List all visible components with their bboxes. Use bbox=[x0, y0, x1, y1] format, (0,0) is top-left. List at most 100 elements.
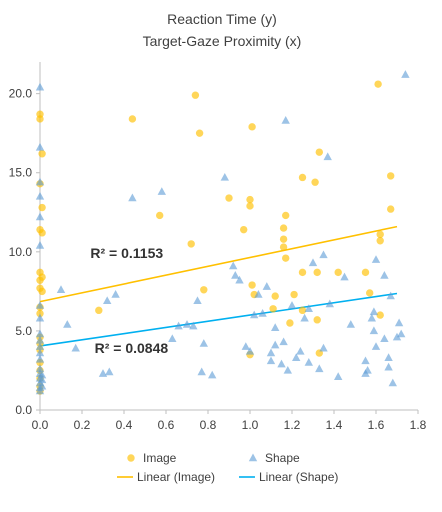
shape-point bbox=[287, 301, 297, 309]
shape-point bbox=[271, 340, 280, 349]
series-shape bbox=[35, 70, 410, 395]
image-point bbox=[271, 292, 279, 300]
r2-labels: R² = 0.1153 R² = 0.0848 bbox=[90, 245, 168, 356]
image-point bbox=[298, 306, 307, 315]
shape-point bbox=[319, 343, 328, 352]
shape-point bbox=[262, 282, 271, 290]
shape-point bbox=[105, 367, 114, 376]
x-tick-label: 1.0 bbox=[242, 418, 259, 432]
shape-point bbox=[208, 370, 217, 379]
image-point bbox=[290, 290, 298, 299]
shape-point bbox=[258, 309, 267, 317]
shape-point bbox=[283, 365, 292, 374]
shape-point bbox=[35, 142, 45, 151]
shape-point bbox=[35, 301, 45, 309]
image-point bbox=[311, 178, 319, 186]
shape-point bbox=[271, 323, 280, 331]
image-point bbox=[38, 287, 46, 296]
image-point bbox=[38, 229, 46, 237]
shape-point bbox=[103, 296, 112, 305]
x-tick-label: 1.4 bbox=[326, 418, 343, 432]
image-point bbox=[248, 123, 256, 131]
legend-label: Image bbox=[143, 451, 177, 465]
image-point bbox=[334, 268, 342, 277]
series-image bbox=[36, 80, 395, 395]
image-point bbox=[313, 316, 321, 324]
shape-point bbox=[199, 339, 208, 347]
shape-point bbox=[250, 310, 259, 319]
image-point bbox=[246, 202, 254, 210]
shape-point bbox=[193, 296, 202, 305]
image-point bbox=[376, 311, 384, 319]
shape-point bbox=[367, 313, 376, 322]
y-tick-label: 5.0 bbox=[15, 324, 32, 338]
shape-point bbox=[315, 364, 324, 373]
shape-point bbox=[111, 290, 120, 298]
x-tick-label: 1.6 bbox=[368, 418, 385, 432]
shape-point bbox=[296, 346, 305, 355]
legend-label: Shape bbox=[265, 451, 300, 465]
shape-point bbox=[37, 370, 47, 379]
shape-point bbox=[254, 290, 263, 298]
image-point bbox=[195, 129, 204, 137]
shape-point bbox=[182, 320, 192, 328]
shape-point bbox=[71, 343, 80, 352]
shape-point bbox=[325, 299, 334, 308]
shape-point bbox=[281, 116, 290, 124]
shape-point bbox=[35, 342, 45, 350]
image-point bbox=[246, 195, 254, 204]
shape-point bbox=[300, 313, 309, 322]
shape-point bbox=[369, 326, 379, 335]
shape-point bbox=[371, 342, 381, 350]
shape-point bbox=[174, 321, 183, 330]
shape-point bbox=[245, 346, 255, 355]
shape-point bbox=[334, 372, 343, 380]
shape-point bbox=[35, 329, 45, 338]
image-point bbox=[279, 235, 288, 243]
shape-point bbox=[35, 335, 45, 344]
image-point bbox=[225, 194, 233, 202]
image-point bbox=[315, 148, 323, 156]
shape-point bbox=[340, 272, 349, 281]
legend-label: Linear (Image) bbox=[137, 470, 215, 484]
image-point bbox=[387, 205, 395, 213]
trendline-shape bbox=[39, 292, 398, 347]
x-tick-label: 0.0 bbox=[32, 418, 49, 432]
image-point bbox=[298, 173, 307, 182]
image-point bbox=[200, 286, 208, 294]
x-tick-label: 0.6 bbox=[158, 418, 175, 432]
x-tick-label: 0.8 bbox=[200, 418, 217, 432]
shape-point bbox=[384, 353, 393, 361]
image-point bbox=[374, 80, 382, 88]
trendlines bbox=[39, 225, 398, 347]
shape-point bbox=[98, 369, 108, 377]
x-tick-label: 1.8 bbox=[410, 418, 427, 432]
shape-point bbox=[388, 378, 397, 387]
shape-point bbox=[37, 375, 47, 384]
shape-point bbox=[384, 362, 393, 371]
image-point bbox=[376, 230, 384, 239]
shape-point bbox=[231, 271, 240, 279]
image-point bbox=[187, 240, 195, 248]
shape-point bbox=[363, 365, 372, 374]
y-tick-label: 15.0 bbox=[9, 166, 33, 180]
image-point bbox=[298, 268, 307, 277]
shape-point bbox=[304, 358, 313, 366]
legend: Image Shape Linear (Image) Linear (Shape) bbox=[117, 451, 338, 484]
shape-point bbox=[157, 187, 166, 195]
shape-point bbox=[346, 320, 355, 328]
x-tick-label: 0.4 bbox=[116, 418, 133, 432]
image-point bbox=[36, 276, 44, 284]
legend-label: Linear (Shape) bbox=[259, 470, 338, 484]
image-point bbox=[279, 243, 288, 251]
r2-label-shape: R² = 0.0848 bbox=[95, 340, 169, 356]
image-point bbox=[191, 91, 200, 99]
shape-point bbox=[394, 318, 404, 327]
shape-point bbox=[35, 364, 45, 373]
shape-point bbox=[128, 193, 137, 202]
axis-ticks: 0.0 0.2 0.4 0.6 0.8 1.0 1.2 1.4 1.6 1.8 0.0 5.0 10.0… bbox=[9, 87, 427, 432]
shape-point bbox=[35, 212, 45, 221]
shape-point bbox=[229, 261, 238, 270]
shape-point bbox=[392, 332, 402, 341]
